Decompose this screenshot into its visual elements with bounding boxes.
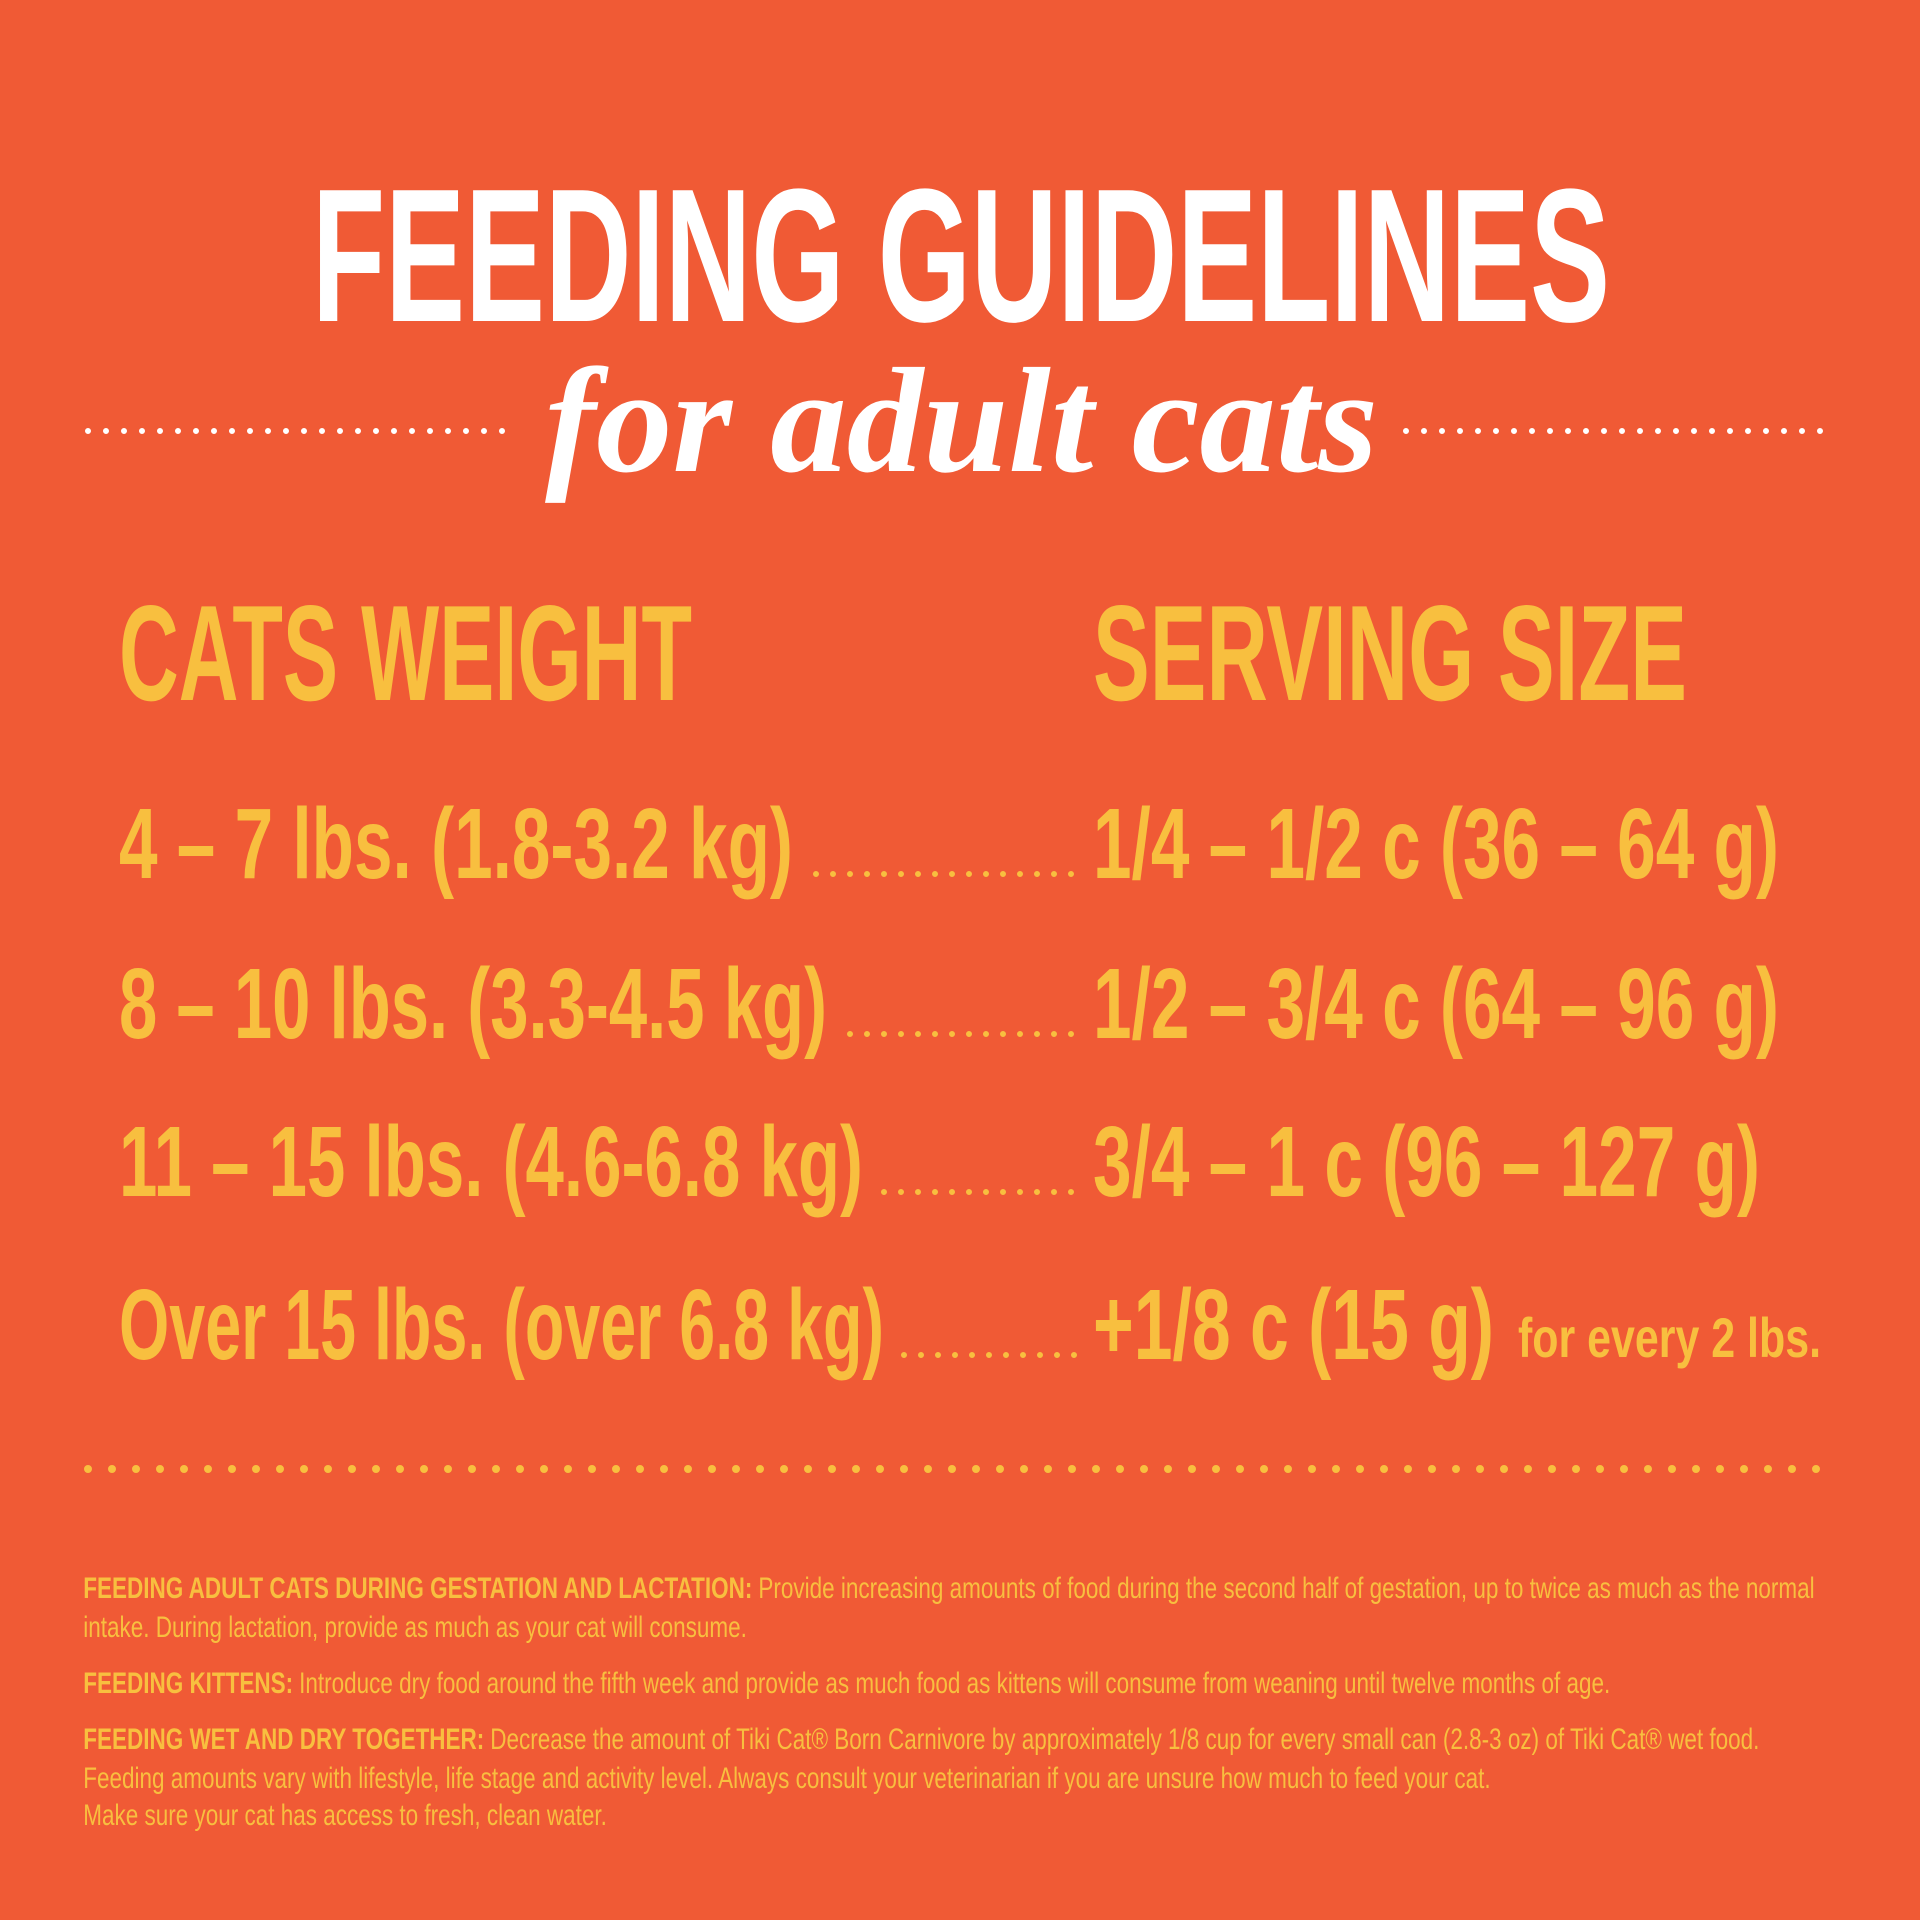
note-line: FEEDING WET AND DRY TOGETHER: Decrease th…: [83, 1722, 1759, 1756]
weight: 11 – 15 lbs. (4.6-6.8 kg): [119, 1106, 863, 1218]
note-label: FEEDING WET AND DRY TOGETHER:: [83, 1722, 484, 1756]
subtitle: for adult cats: [545, 338, 1378, 504]
note-text: Feeding amounts vary with lifestyle, lif…: [83, 1761, 1490, 1795]
column-header: SERVING SIZE: [1093, 577, 1687, 729]
column-header: CATS WEIGHT: [119, 577, 692, 729]
serving-note: for every 2 lbs.: [1518, 1306, 1821, 1369]
note-line: FEEDING KITTENS: Introduce dry food aroun…: [83, 1666, 1610, 1700]
note-text: Introduce dry food around the fifth week…: [299, 1666, 1610, 1700]
weight: 8 – 10 lbs. (3.3-4.5 kg): [119, 948, 827, 1060]
serving: 1/2 – 3/4 c (64 – 96 g): [1093, 948, 1779, 1060]
note-text: intake. During lactation, provide as muc…: [83, 1610, 747, 1644]
title: FEEDING GUIDELINES: [312, 150, 1610, 362]
serving: 3/4 – 1 c (96 – 127 g): [1093, 1106, 1760, 1218]
notes: FEEDING ADULT CATS DURING GESTATION AND …: [83, 1571, 1814, 1832]
note-text: Decrease the amount of Tiki Cat® Born Ca…: [490, 1722, 1759, 1756]
note-text: Make sure your cat has access to fresh, …: [83, 1798, 607, 1832]
serving: 1/4 – 1/2 c (36 – 64 g): [1093, 788, 1779, 900]
weight: 4 – 7 lbs. (1.8-3.2 kg): [119, 788, 793, 900]
note-label: FEEDING ADULT CATS DURING GESTATION AND …: [83, 1571, 752, 1605]
weight: Over 15 lbs. (over 6.8 kg): [119, 1269, 884, 1381]
note-line: FEEDING ADULT CATS DURING GESTATION AND …: [83, 1571, 1814, 1605]
serving: +1/8 c (15 g): [1093, 1269, 1494, 1381]
note-text: Provide increasing amounts of food durin…: [758, 1571, 1814, 1605]
note-label: FEEDING KITTENS:: [83, 1666, 293, 1700]
